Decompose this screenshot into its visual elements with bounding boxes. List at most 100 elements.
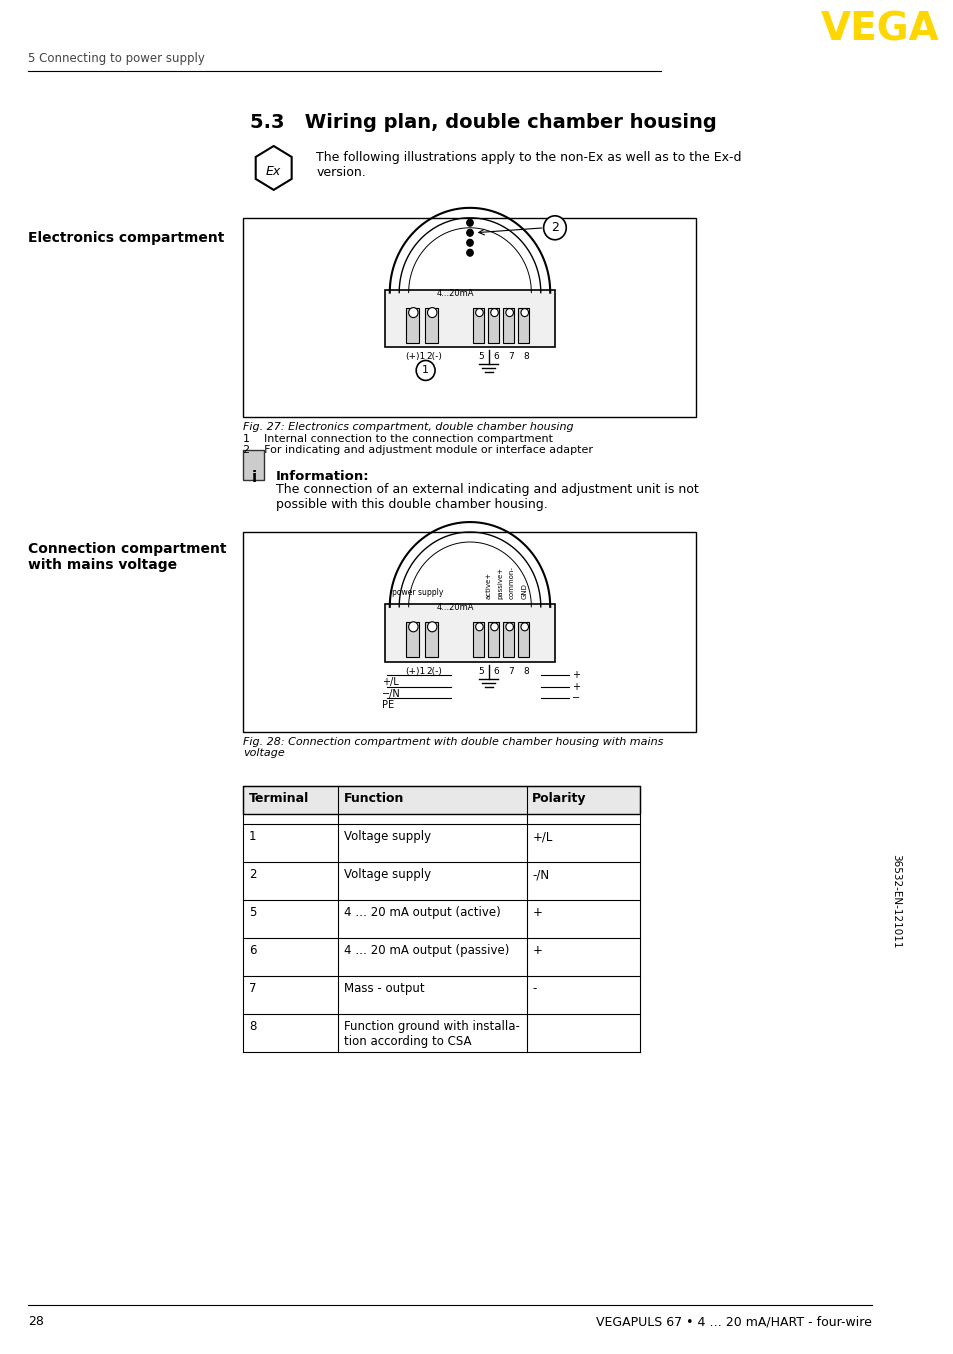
Text: VEGA: VEGA (821, 11, 939, 49)
Text: Mass - output: Mass - output (343, 982, 424, 995)
Circle shape (476, 309, 483, 317)
Text: -: - (532, 982, 537, 995)
Bar (243, 532, 696, 731)
Text: 8: 8 (249, 1020, 256, 1033)
Bar (405, 307, 418, 343)
Text: Electronics compartment: Electronics compartment (29, 230, 225, 245)
Bar (502, 307, 514, 343)
Text: 7: 7 (508, 666, 514, 676)
Bar (243, 451, 264, 481)
Circle shape (505, 309, 513, 317)
Bar (517, 621, 529, 657)
Text: Connection compartment
with mains voltage: Connection compartment with mains voltag… (29, 542, 227, 573)
Text: i: i (251, 470, 256, 485)
Circle shape (408, 307, 417, 318)
Text: (+)1: (+)1 (405, 352, 425, 362)
Text: Function: Function (343, 792, 403, 806)
Text: Ex: Ex (266, 165, 281, 177)
Bar (424, 621, 437, 657)
Text: 5 Connecting to power supply: 5 Connecting to power supply (29, 53, 205, 65)
Text: 2: 2 (551, 221, 558, 234)
Text: 2    For indicating and adjustment module or interface adapter: 2 For indicating and adjustment module o… (243, 445, 593, 455)
Circle shape (466, 219, 473, 226)
Text: Terminal: Terminal (249, 792, 309, 806)
Circle shape (490, 623, 497, 631)
Bar (473, 621, 483, 657)
Circle shape (476, 623, 483, 631)
Text: -/N: -/N (532, 868, 549, 881)
Text: 2(-): 2(-) (426, 352, 441, 362)
Circle shape (427, 621, 436, 632)
Text: +: + (571, 670, 579, 680)
Text: The following illustrations apply to the non-Ex as well as to the Ex-d
version.: The following illustrations apply to the… (315, 152, 740, 179)
Bar (473, 307, 483, 343)
Text: 4 … 20 mA output (passive): 4 … 20 mA output (passive) (343, 944, 508, 957)
Text: 1: 1 (249, 830, 256, 844)
Text: 5: 5 (478, 666, 484, 676)
Text: 4...20mA: 4...20mA (436, 288, 474, 298)
Circle shape (416, 360, 435, 380)
Circle shape (466, 240, 473, 246)
Circle shape (466, 229, 473, 236)
Bar (243, 787, 639, 814)
Bar (385, 604, 555, 662)
Text: common-: common- (508, 566, 514, 598)
Bar (517, 307, 529, 343)
Text: +: + (571, 681, 579, 692)
Bar (405, 621, 418, 657)
Text: VEGAPULS 67 • 4 … 20 mA/HART - four-wire: VEGAPULS 67 • 4 … 20 mA/HART - four-wire (596, 1315, 871, 1328)
Bar (243, 218, 696, 417)
Text: +: + (532, 944, 541, 957)
Text: 6: 6 (249, 944, 256, 957)
Bar (502, 621, 514, 657)
Text: 6: 6 (493, 666, 498, 676)
Circle shape (466, 249, 473, 256)
Text: 1: 1 (421, 366, 429, 375)
Text: −/N: −/N (382, 689, 400, 699)
Text: 2: 2 (249, 868, 256, 881)
Text: −: − (571, 693, 579, 703)
Circle shape (408, 621, 417, 632)
Text: 28: 28 (29, 1315, 44, 1328)
Circle shape (520, 623, 528, 631)
Text: +: + (532, 906, 541, 919)
Text: Voltage supply: Voltage supply (343, 830, 430, 844)
Text: Voltage supply: Voltage supply (343, 868, 430, 881)
Text: +/L: +/L (532, 830, 552, 844)
Text: 5.3   Wiring plan, double chamber housing: 5.3 Wiring plan, double chamber housing (250, 114, 716, 133)
Bar (424, 307, 437, 343)
Text: 8: 8 (523, 666, 529, 676)
Text: 7: 7 (249, 982, 256, 995)
Circle shape (490, 309, 497, 317)
Text: active+: active+ (485, 571, 492, 598)
Text: Fig. 28: Connection compartment with double chamber housing with mains
voltage: Fig. 28: Connection compartment with dou… (243, 737, 663, 758)
Circle shape (505, 623, 513, 631)
Text: 8: 8 (523, 352, 529, 362)
Bar (385, 290, 555, 348)
Circle shape (543, 215, 566, 240)
Text: PE: PE (382, 700, 394, 709)
Text: Function ground with installa-
tion according to CSA: Function ground with installa- tion acco… (343, 1020, 518, 1048)
Circle shape (427, 307, 436, 318)
Text: passive+: passive+ (497, 567, 502, 598)
Circle shape (520, 309, 528, 317)
Text: 5: 5 (249, 906, 256, 919)
Text: 1    Internal connection to the connection compartment: 1 Internal connection to the connection … (243, 435, 553, 444)
Text: Polarity: Polarity (532, 792, 586, 806)
Text: Information:: Information: (275, 470, 369, 483)
Text: 7: 7 (508, 352, 514, 362)
Text: 2(-): 2(-) (426, 666, 441, 676)
Text: +/L: +/L (382, 677, 398, 686)
Bar (487, 307, 498, 343)
Text: GND: GND (521, 584, 527, 598)
Text: 36532-EN-121011: 36532-EN-121011 (891, 854, 901, 948)
Text: 4...20mA: 4...20mA (436, 603, 474, 612)
Text: 5: 5 (478, 352, 484, 362)
Text: The connection of an external indicating and adjustment unit is not
possible wit: The connection of an external indicating… (275, 483, 698, 512)
Text: power supply: power supply (392, 588, 443, 597)
Text: (+)1: (+)1 (405, 666, 425, 676)
Text: Fig. 27: Electronics compartment, double chamber housing: Fig. 27: Electronics compartment, double… (243, 422, 574, 432)
Bar (487, 621, 498, 657)
Text: 4 … 20 mA output (active): 4 … 20 mA output (active) (343, 906, 499, 919)
Text: 6: 6 (493, 352, 498, 362)
